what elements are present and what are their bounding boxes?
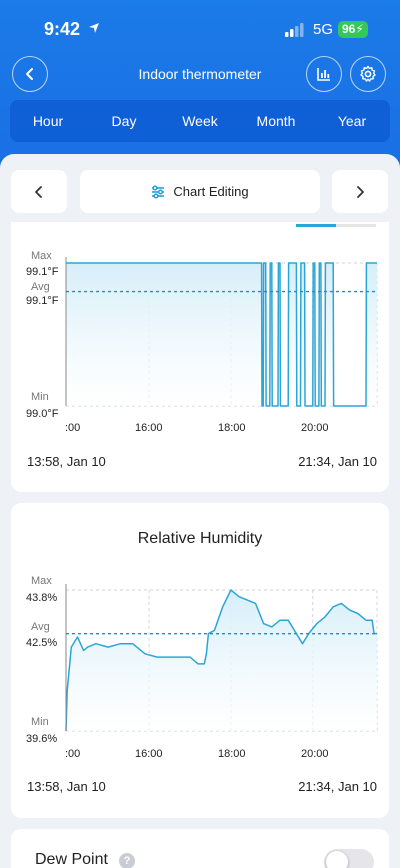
chart-view-button[interactable] [306,56,342,92]
series-area [66,590,377,731]
navigation-bar: Indoor thermometer [0,52,400,96]
avg-label: Avg [31,621,50,633]
network-type: 5G [313,21,334,38]
x-tick-label: :00 [65,422,81,434]
dew-point-label: Dew Point [35,851,108,868]
battery-indicator: 96⚡ [338,21,368,38]
temperature-card: Max 99.1°F Avg 99.1°F Min 99.0°F :00 16:… [11,222,389,492]
page-title: Indoor thermometer [138,66,262,82]
x-tick-label: 18:00 [218,422,246,434]
help-icon[interactable]: ? [119,853,135,868]
dew-point-toggle[interactable] [324,849,374,868]
avg-label: Avg [31,281,50,293]
toggle-knob [326,851,348,868]
min-value: 99.0°F [26,408,59,420]
min-label: Min [31,391,49,403]
signal-icon [285,23,307,37]
time-range-tabs: Hour Day Week Month Year [10,100,390,142]
series-line [66,262,377,407]
range-start: 13:58, Jan 10 [27,779,106,794]
avg-value: 42.5% [26,637,58,649]
humidity-title: Relative Humidity [137,530,263,547]
scroll-indicator [296,224,376,227]
range-start: 13:58, Jan 10 [27,454,106,469]
chevron-left-icon [35,185,42,198]
max-label: Max [31,575,52,587]
avg-value: 99.1°F [26,295,59,307]
x-tick-label: 20:00 [301,748,329,760]
tab-week[interactable]: Week [182,113,218,129]
previous-page-button[interactable] [11,170,67,213]
chart-editing-button[interactable]: Chart Editing [80,170,320,213]
bar-chart-icon [317,68,330,81]
sliders-icon [152,185,165,198]
tab-hour[interactable]: Hour [32,113,64,129]
location-arrow-icon [88,21,100,39]
x-tick-label: 18:00 [218,748,246,760]
chevron-left-icon [26,68,33,80]
chevron-right-icon [357,185,364,198]
status-bar: 9:42 5G 96⚡ [0,0,400,50]
next-page-button[interactable] [332,170,388,213]
humidity-card: Relative Humidity Max 43.8% Avg 42.5% Mi… [11,503,389,818]
range-end: 21:34, Jan 10 [298,779,377,794]
max-value: 43.8% [26,592,58,604]
series-area [66,263,377,406]
range-end: 21:34, Jan 10 [298,454,377,469]
chart-editing-label: Chart Editing [173,184,249,199]
tab-year[interactable]: Year [337,113,367,129]
min-value: 39.6% [26,733,58,745]
min-label: Min [31,716,49,728]
x-tick-label: :00 [65,748,81,760]
dew-point-card: Dew Point ? [11,829,389,868]
tab-day[interactable]: Day [111,113,137,129]
series-line [65,589,377,732]
status-time: 9:42 [44,19,81,39]
x-tick-label: 16:00 [135,748,163,760]
gear-icon [360,65,376,82]
x-tick-label: 20:00 [301,422,329,434]
back-button[interactable] [12,56,48,92]
settings-button[interactable] [350,56,386,92]
battery-level: 96 [342,22,356,36]
max-value: 99.1°F [26,266,59,278]
humidity-chart [65,584,378,732]
max-label: Max [31,250,52,262]
temperature-chart [65,257,378,407]
charging-icon: ⚡ [355,22,364,36]
tab-month[interactable]: Month [256,113,296,129]
x-tick-label: 16:00 [135,422,163,434]
